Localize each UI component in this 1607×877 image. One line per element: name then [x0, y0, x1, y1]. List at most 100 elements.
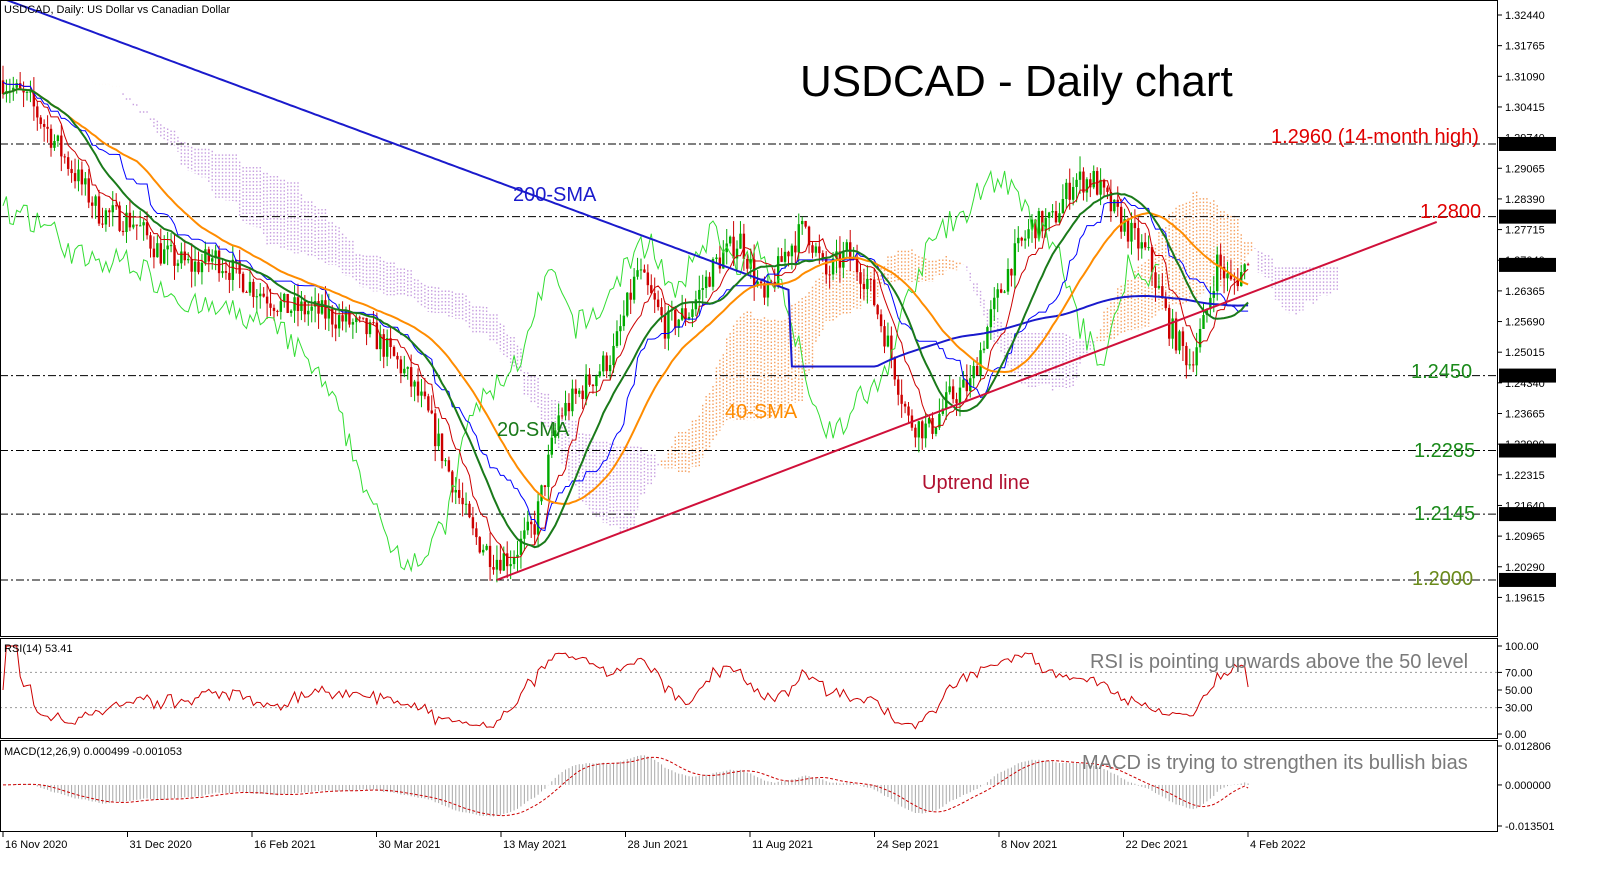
macd-pane-border [0, 740, 1498, 832]
candle-body [859, 272, 862, 284]
candle-body [114, 205, 118, 207]
candle-body [903, 403, 907, 407]
price-tick-label: 1.19615 [1505, 592, 1545, 604]
candle-body [800, 220, 804, 225]
candle-body [900, 394, 903, 404]
candle-body [656, 299, 660, 308]
candle-body [1216, 254, 1219, 292]
price-box [1499, 209, 1556, 224]
candle-body [125, 212, 128, 233]
uptrend-line-stroke [496, 221, 1438, 581]
candle-body [1126, 219, 1130, 242]
candle-body [392, 347, 396, 356]
candle-body [482, 549, 485, 553]
candle-body [735, 248, 739, 259]
candle-body [423, 391, 427, 397]
candle-body [512, 557, 516, 565]
candle-body [763, 283, 766, 298]
price-box-label: 1.22850 [1502, 446, 1542, 458]
rsi-line [2, 645, 1249, 730]
candle-body [430, 410, 433, 414]
candle-body [1143, 242, 1147, 248]
candle-body [1044, 217, 1047, 232]
price-tick-label: 1.26365 [1505, 286, 1545, 298]
price-box [1499, 443, 1556, 458]
candle-body [1082, 171, 1085, 193]
candle-body [365, 318, 368, 335]
candle-body [451, 471, 454, 493]
candle-body [348, 310, 351, 325]
candle-body [663, 315, 667, 339]
candle-body [70, 168, 73, 174]
candle-body [917, 421, 921, 438]
candle-body [969, 378, 972, 392]
candle-body [375, 322, 379, 350]
time-tick-label: 13 May 2021 [503, 839, 567, 851]
rsi-pane: 100.00 70.00 50.00 30.00 0.00 [0, 641, 1539, 741]
candle-body [907, 406, 910, 416]
candle-body [502, 553, 505, 571]
candle-body [1116, 199, 1119, 207]
candle-body [468, 503, 471, 518]
time-tick-label: 16 Feb 2021 [254, 839, 316, 851]
sma-200-line [3, 0, 1249, 368]
candle-body [358, 317, 361, 319]
candle-body [399, 359, 403, 374]
time-axis: 16 Nov 2020 31 Dec 2020 16 Feb 2021 30 Mar … [2, 832, 1306, 851]
candle-body [471, 517, 475, 529]
candle-body [1147, 247, 1150, 249]
candle-body [619, 326, 622, 332]
price-box [1499, 136, 1556, 151]
candle-body [825, 257, 828, 275]
rsi-tick-label: 30.00 [1505, 703, 1533, 715]
tenkan-sen-line [2, 81, 1249, 558]
candle-body [704, 276, 708, 289]
candle-body [759, 281, 763, 284]
candle-body [749, 259, 752, 269]
candle-body [1140, 242, 1143, 249]
candle-body [1222, 266, 1226, 279]
candle-body [1089, 179, 1092, 188]
candle-body [639, 269, 643, 271]
candle-body [159, 243, 162, 264]
macd-signal-line [3, 756, 1249, 817]
sma-40-line [2, 88, 1249, 505]
time-tick-label: 11 Aug 2021 [752, 839, 813, 851]
candle-body [1150, 247, 1154, 273]
candle-body [694, 299, 698, 310]
candle-body [265, 296, 269, 304]
candle-body [1047, 212, 1051, 218]
candle-body [591, 384, 595, 387]
candle-body [921, 421, 924, 439]
candle-body [310, 306, 313, 311]
price-tick-label: 1.30415 [1505, 102, 1545, 114]
candle-body [770, 281, 773, 283]
candle-body [993, 297, 996, 310]
candle-body [1192, 364, 1195, 366]
candle-body [331, 308, 334, 325]
candle-body [29, 91, 32, 93]
candle-body [711, 259, 715, 287]
candle-body [1229, 273, 1233, 280]
candle-body [252, 281, 255, 298]
candle-body [461, 497, 464, 505]
candle-body [955, 399, 958, 404]
candle-body [368, 322, 372, 335]
time-tick-label: 24 Sep 2021 [877, 839, 939, 851]
candle-body [1188, 364, 1191, 366]
candle-body [320, 300, 324, 314]
candle-body [56, 135, 60, 142]
candle-body [1130, 222, 1133, 242]
rsi-tick-label: 100.00 [1505, 641, 1539, 653]
price-tick-label: 1.31090 [1505, 71, 1545, 83]
rsi-label: RSI(14) 53.41 [4, 643, 72, 655]
candle-body [982, 348, 986, 351]
candle-body [567, 402, 571, 412]
candle-body [742, 233, 746, 259]
candle-body [1078, 171, 1082, 180]
candle-body [128, 212, 132, 228]
macd-note: MACD is trying to strengthen its bullish… [1082, 752, 1468, 774]
candle-body [90, 202, 94, 206]
candle-body [1099, 179, 1102, 195]
